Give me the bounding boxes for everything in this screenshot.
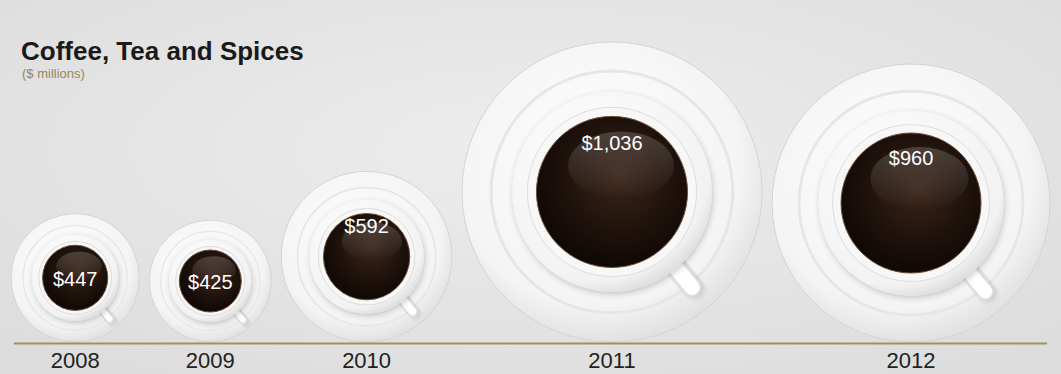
saucer-ring — [23, 226, 127, 330]
cup-rim — [527, 107, 696, 276]
title: Coffee, Tea and Spices — [21, 36, 304, 66]
coffee — [841, 133, 981, 273]
baseline — [14, 343, 1047, 345]
cup-body — [819, 111, 1004, 296]
cup — [772, 64, 1050, 342]
saucer-ring — [491, 71, 733, 313]
data-label: $960 — [889, 147, 934, 169]
category-label: 2012 — [887, 348, 936, 373]
cup-body — [169, 240, 251, 322]
saucer-ring — [799, 91, 1023, 315]
category-label: 2011 — [588, 348, 635, 373]
cup — [281, 171, 452, 342]
cups — [11, 42, 1050, 342]
labels: $447 $425 $592 $1,036 $960 — [53, 132, 933, 293]
data-label: $425 — [188, 271, 233, 293]
saucer-ring — [298, 188, 436, 326]
cup-rim — [833, 125, 990, 282]
coffee — [536, 116, 687, 267]
background — [0, 0, 1061, 374]
saucer — [462, 42, 762, 342]
highlight — [568, 132, 674, 200]
saucer — [11, 214, 139, 342]
saucer-ring — [161, 231, 260, 330]
cup — [11, 214, 139, 342]
cup-body — [512, 92, 711, 291]
cup — [149, 220, 271, 342]
chart: $447 $425 $592 $1,036 $960 2008 2009 2010 2011 20… — [0, 0, 1061, 374]
cup-rim — [318, 208, 415, 305]
category-label: 2010 — [342, 348, 391, 373]
data-label: $447 — [53, 268, 98, 290]
category-label: 2009 — [186, 348, 235, 373]
data-label: $1,036 — [581, 132, 642, 154]
coffee — [179, 250, 241, 312]
data-label: $592 — [344, 215, 389, 237]
category-label: 2008 — [51, 348, 100, 373]
cup-rim — [39, 241, 112, 314]
coffee — [323, 214, 409, 300]
saucer — [772, 64, 1050, 342]
coffee — [43, 245, 108, 310]
subtitle: ($ millions) — [22, 66, 85, 81]
cup-body — [32, 235, 118, 321]
saucer — [149, 220, 271, 342]
highlight — [870, 147, 968, 210]
cup-rim — [176, 246, 245, 315]
cup-body — [310, 200, 424, 314]
cup — [462, 42, 762, 342]
saucer — [281, 171, 452, 342]
